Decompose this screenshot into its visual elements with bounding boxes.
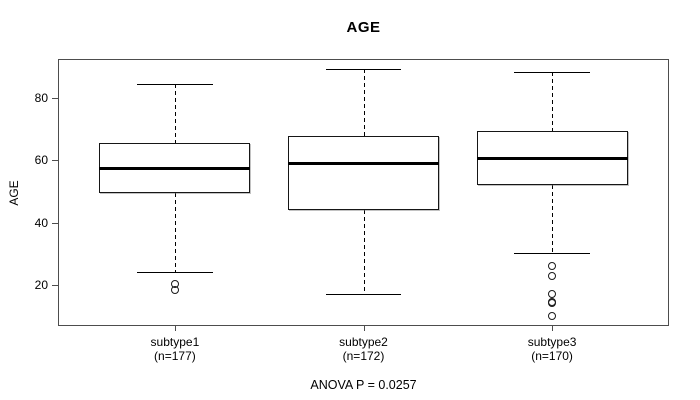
- x-tick-mark: [552, 326, 554, 331]
- upper-whisker-cap: [325, 68, 402, 70]
- outlier-point: [170, 286, 179, 294]
- lower-whisker-stem: [552, 184, 554, 253]
- upper-whisker-cap: [514, 72, 590, 74]
- outlier-point: [547, 311, 556, 320]
- y-tick-label: 80: [34, 90, 48, 105]
- lower-whisker-cap: [137, 271, 213, 273]
- y-tick-label: 20: [34, 278, 48, 293]
- group-name: subtype1: [150, 335, 200, 349]
- y-tick-label: 40: [34, 215, 48, 230]
- y-tick-label: 60: [34, 153, 48, 168]
- lower-whisker-stem: [174, 192, 176, 272]
- lower-whisker-cap: [514, 252, 590, 254]
- y-axis-label: AGE: [7, 180, 21, 206]
- group-count: (n=170): [531, 348, 573, 363]
- outlier-point: [547, 290, 556, 299]
- x-tick-mark: [174, 326, 176, 331]
- y-tick-mark: [52, 222, 58, 224]
- upper-whisker-cap: [137, 83, 213, 85]
- chart-title: AGE: [346, 19, 381, 36]
- x-group-label: subtype1 (n=177): [105, 335, 245, 363]
- group-count: (n=177): [154, 348, 196, 363]
- y-tick-mark: [52, 97, 58, 99]
- outlier-point: [547, 299, 556, 308]
- group-name: subtype3: [527, 335, 577, 349]
- group-name: subtype2: [339, 335, 388, 349]
- outlier-point: [547, 271, 556, 280]
- anova-annotation: ANOVA P = 0.0257: [310, 378, 417, 392]
- y-tick-mark: [52, 285, 58, 287]
- median-line: [99, 167, 251, 171]
- median-line: [476, 157, 628, 161]
- upper-whisker-stem: [363, 68, 365, 137]
- lower-whisker-cap: [325, 294, 402, 296]
- y-tick-mark: [52, 160, 58, 162]
- x-tick-mark: [363, 326, 365, 331]
- upper-whisker-stem: [174, 83, 176, 143]
- x-group-label: subtype3 (n=170): [482, 335, 622, 363]
- median-line: [288, 161, 439, 165]
- iqr-box: [288, 136, 439, 211]
- upper-whisker-stem: [552, 72, 554, 132]
- outlier-point: [547, 261, 556, 270]
- group-count: (n=172): [342, 348, 385, 363]
- x-group-label: subtype2 (n=172): [294, 335, 434, 363]
- lower-whisker-stem: [363, 210, 365, 295]
